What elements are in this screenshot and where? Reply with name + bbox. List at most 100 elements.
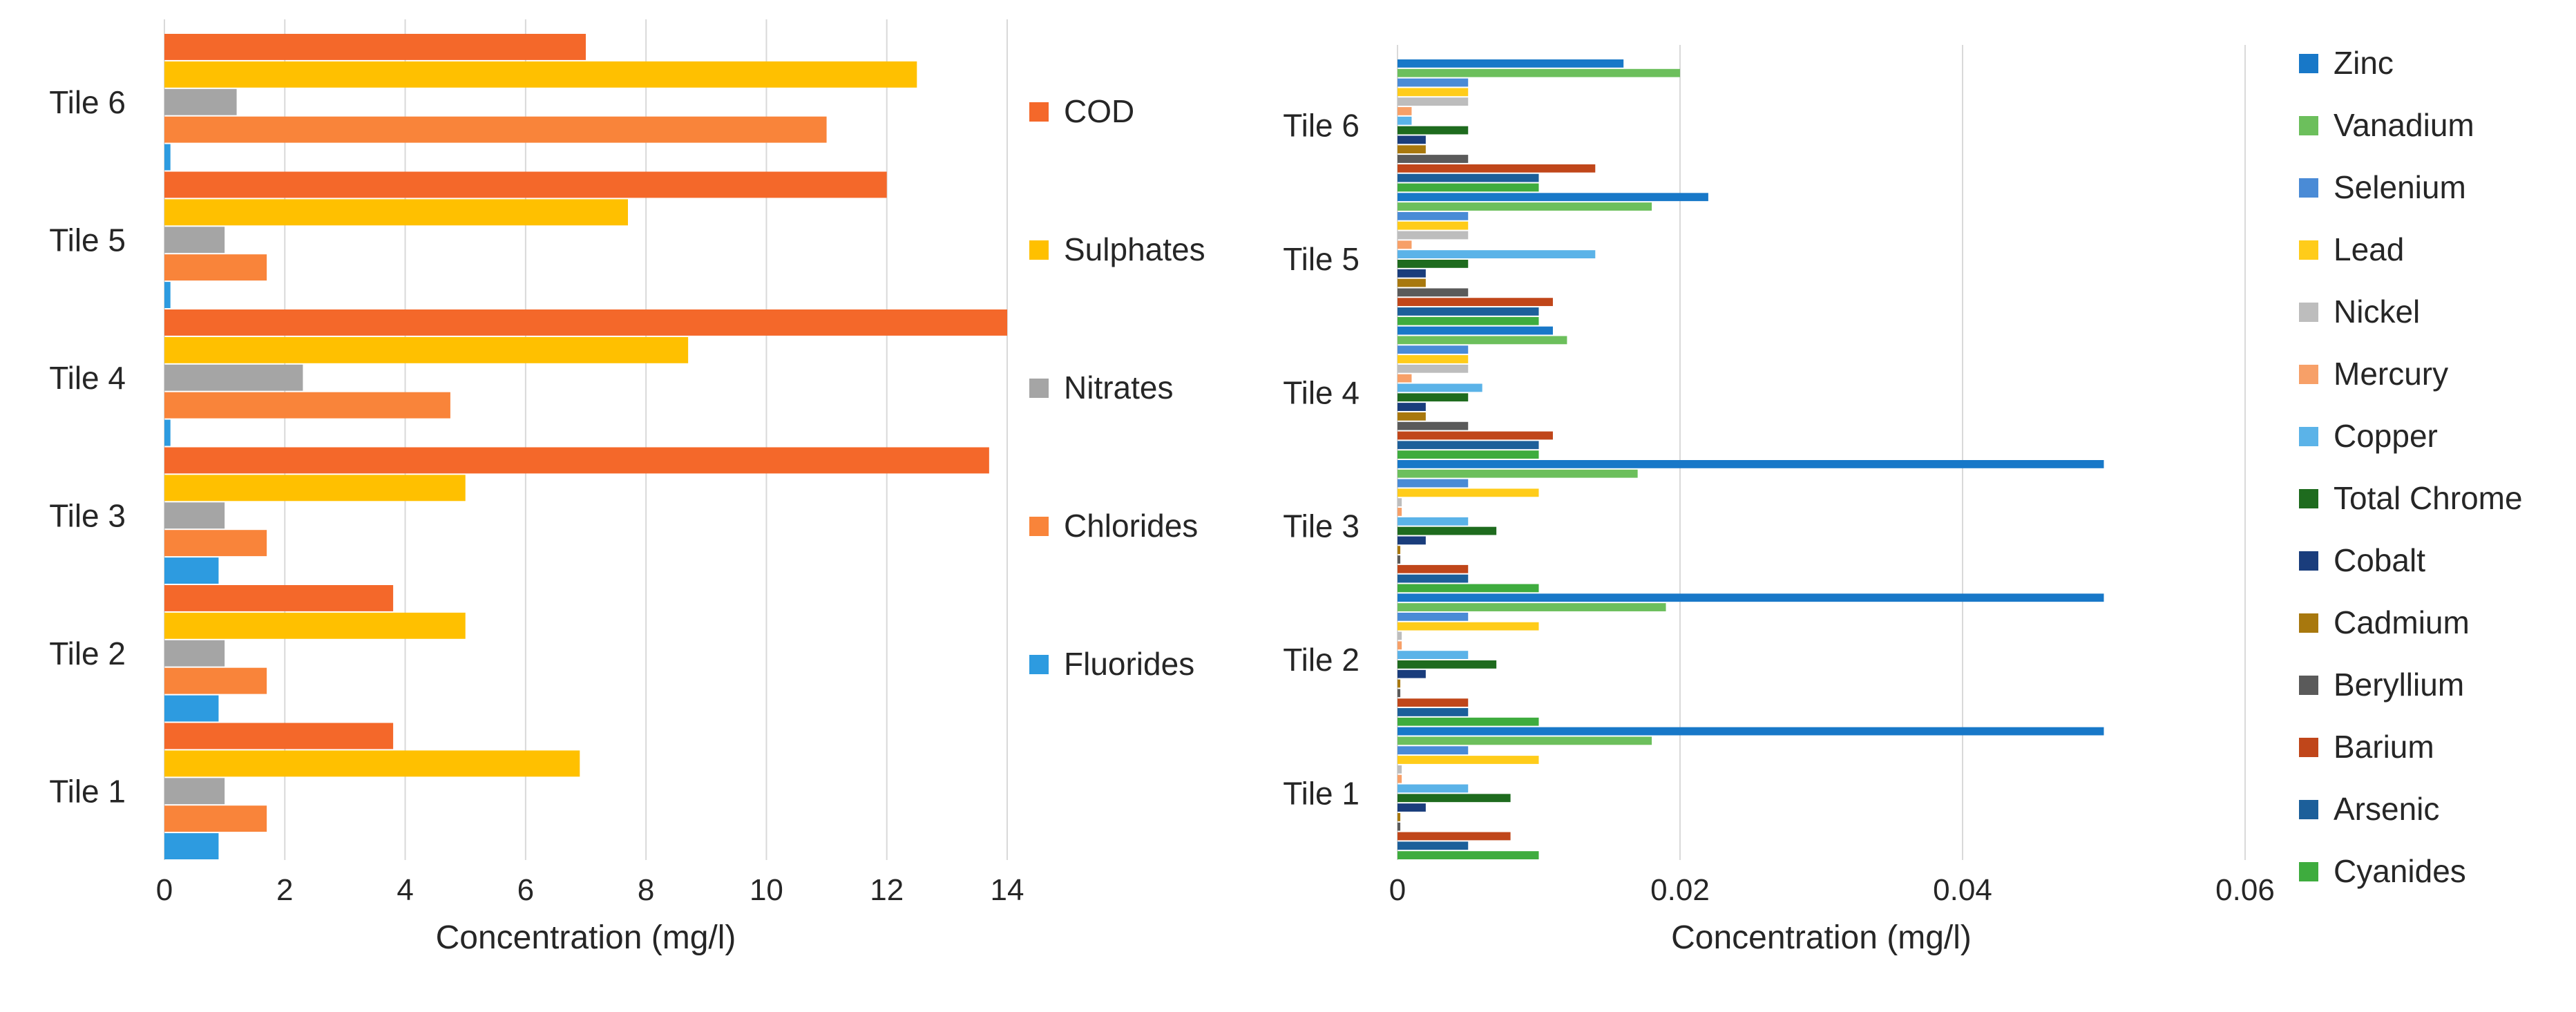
y-category-label: Tile 1 (1283, 775, 1359, 811)
legend-swatch-fluorides (1029, 655, 1049, 674)
bar-barium-tile-5 (1397, 298, 1553, 307)
bar-total-chrome-tile-6 (1397, 126, 1469, 135)
bar-nickel-tile-3 (1397, 498, 1402, 507)
bar-selenium-tile-5 (1397, 211, 1469, 220)
bar-selenium-tile-2 (1397, 612, 1469, 621)
bar-nitrates-tile-2 (164, 640, 225, 667)
bar-sulphates-tile-1 (164, 750, 580, 777)
bar-copper-tile-5 (1397, 250, 1596, 258)
bar-selenium-tile-6 (1397, 78, 1469, 87)
bar-beryllium-tile-6 (1397, 155, 1469, 163)
legend-label-selenium: Selenium (2334, 169, 2466, 205)
bar-beryllium-tile-3 (1397, 555, 1401, 564)
bar-cobalt-tile-1 (1397, 803, 1426, 812)
bar-mercury-tile-3 (1397, 508, 1402, 516)
legend-label-sulphates: Sulphates (1064, 231, 1205, 267)
bar-cyanides-tile-5 (1397, 316, 1539, 325)
legend-label-nitrates: Nitrates (1064, 370, 1173, 405)
bar-sulphates-tile-4 (164, 336, 689, 363)
bar-beryllium-tile-2 (1397, 689, 1401, 698)
bar-copper-tile-6 (1397, 116, 1412, 125)
bar-chlorides-tile-1 (164, 805, 267, 832)
legend-label-chlorides: Chlorides (1064, 508, 1198, 544)
metals-chart: 0 0.02 0.04 0.06 Tile 6 Tile 5 Tile 4 Tile 3 Til… (1283, 45, 2523, 956)
bar-cadmium-tile-6 (1397, 145, 1426, 154)
bar-arsenic-tile-6 (1397, 173, 1539, 182)
legend-swatch-beryllium (2299, 676, 2318, 695)
bar-vanadium-tile-5 (1397, 202, 1652, 211)
bar-fluorides-tile-1 (164, 833, 219, 859)
legend-swatch-copper (2299, 427, 2318, 446)
x-tick-label: 0 (1389, 873, 1406, 907)
legend-label-fluorides: Fluorides (1064, 646, 1194, 682)
legend-swatch-cod (1029, 102, 1049, 122)
bar-cyanides-tile-3 (1397, 584, 1539, 593)
x-tick-label: 10 (750, 873, 783, 907)
bar-arsenic-tile-1 (1397, 841, 1469, 850)
bar-selenium-tile-4 (1397, 345, 1469, 354)
x-axis-title: Concentration (mg/l) (436, 919, 736, 956)
bar-cadmium-tile-4 (1397, 412, 1426, 421)
bar-lead-tile-4 (1397, 355, 1469, 363)
bar-lead-tile-1 (1397, 756, 1539, 764)
bar-vanadium-tile-2 (1397, 603, 1666, 611)
x-tick-label: 0.04 (1933, 873, 1992, 907)
legend-swatch-barium (2299, 738, 2318, 757)
y-category-label: Tile 6 (49, 84, 126, 120)
bar-mercury-tile-2 (1397, 641, 1402, 650)
y-category-label: Tile 4 (1283, 374, 1359, 410)
legend-label-copper: Copper (2334, 418, 2438, 454)
legend-swatch-mercury (2299, 365, 2318, 384)
x-tick-label: 0 (156, 873, 173, 907)
y-category-label: Tile 5 (49, 222, 126, 258)
bar-nickel-tile-6 (1397, 97, 1469, 106)
bar-total-chrome-tile-5 (1397, 260, 1469, 268)
bar-zinc-tile-2 (1397, 593, 2104, 602)
legend-swatch-cyanides (2299, 862, 2318, 881)
legend-swatch-selenium (2299, 178, 2318, 198)
x-axis-title: Concentration (mg/l) (1671, 919, 1972, 956)
bar-cod-tile-4 (164, 309, 1007, 336)
legend-label-lead: Lead (2334, 231, 2404, 267)
bar-copper-tile-4 (1397, 383, 1482, 392)
bar-lead-tile-6 (1397, 88, 1469, 97)
bar-nitrates-tile-1 (164, 778, 225, 805)
bar-vanadium-tile-3 (1397, 469, 1638, 478)
bar-cod-tile-6 (164, 34, 586, 60)
legend-label-nickel: Nickel (2334, 294, 2420, 330)
bar-cod-tile-5 (164, 171, 887, 198)
legend-label-mercury: Mercury (2334, 356, 2448, 392)
bar-zinc-tile-5 (1397, 193, 1708, 202)
bar-mercury-tile-6 (1397, 107, 1412, 115)
bar-nitrates-tile-4 (164, 364, 303, 391)
bar-chlorides-tile-4 (164, 392, 450, 419)
bar-selenium-tile-3 (1397, 479, 1469, 488)
y-category-label: Tile 3 (1283, 508, 1359, 544)
legend-swatch-chlorides (1029, 517, 1049, 536)
legend-label-arsenic: Arsenic (2334, 791, 2439, 827)
y-category-label: Tile 2 (49, 636, 126, 671)
bar-arsenic-tile-4 (1397, 441, 1539, 450)
legend-label-cod: COD (1064, 93, 1134, 129)
x-tick-label: 12 (870, 873, 904, 907)
bar-zinc-tile-4 (1397, 326, 1553, 335)
bar-cod-tile-2 (164, 585, 394, 611)
bar-cod-tile-3 (164, 447, 989, 474)
x-tick-label: 14 (991, 873, 1024, 907)
x-tick-label: 0.06 (2215, 873, 2275, 907)
bar-barium-tile-3 (1397, 564, 1469, 573)
bar-cobalt-tile-2 (1397, 669, 1426, 678)
x-tick-label: 6 (517, 873, 534, 907)
bar-nitrates-tile-5 (164, 227, 225, 254)
bar-cyanides-tile-2 (1397, 717, 1539, 726)
bar-cobalt-tile-4 (1397, 403, 1426, 411)
bar-barium-tile-1 (1397, 832, 1511, 841)
bar-mercury-tile-5 (1397, 240, 1412, 249)
bar-nickel-tile-2 (1397, 631, 1402, 640)
bar-cobalt-tile-3 (1397, 536, 1426, 545)
bar-cadmium-tile-5 (1397, 278, 1426, 287)
bar-fluorides-tile-4 (164, 419, 171, 446)
legend-swatch-zinc (2299, 54, 2318, 73)
bar-cobalt-tile-6 (1397, 135, 1426, 144)
